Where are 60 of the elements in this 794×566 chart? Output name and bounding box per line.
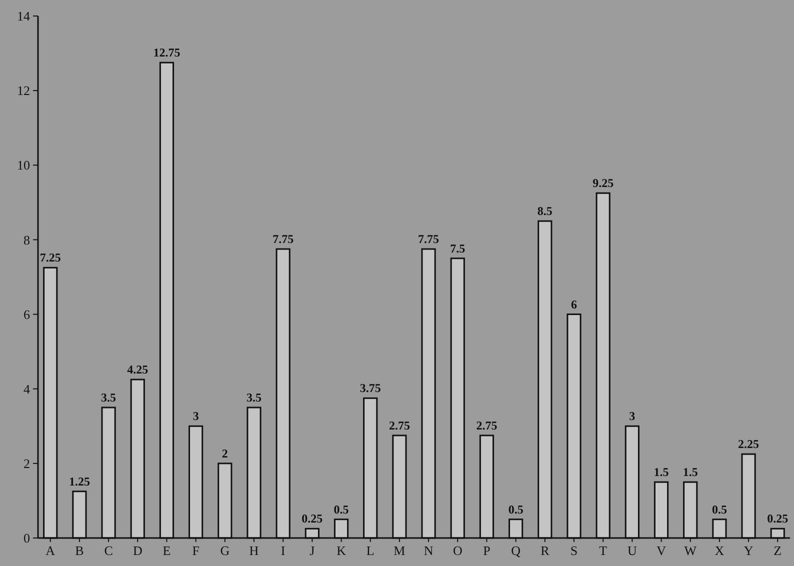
y-tick-label: 0 [24, 530, 30, 546]
data-label: 7.75 [418, 232, 440, 246]
data-label: 2.75 [476, 418, 498, 432]
x-tick-label: H [249, 543, 259, 558]
data-label: 3.75 [360, 381, 381, 396]
x-tick-label: E [162, 543, 171, 558]
x-tick-label: G [220, 543, 230, 558]
x-tick-label: Q [511, 543, 522, 558]
x-tick-label: O [452, 543, 462, 558]
x-tick-label: C [104, 543, 113, 558]
y-tick-label: 10 [17, 158, 30, 173]
data-label: 2 [222, 446, 228, 460]
x-tick-label: F [192, 543, 200, 558]
y-tick-label: 12 [17, 83, 30, 98]
y-tick-label: 8 [24, 232, 30, 248]
x-tick-label: P [483, 543, 490, 558]
data-label: 6 [571, 297, 577, 312]
x-tick-label: I [280, 543, 286, 558]
x-tick-label: S [570, 543, 578, 558]
data-label: 3 [629, 409, 636, 424]
x-tick-label: B [75, 543, 84, 558]
data-label: 7.25 [40, 250, 61, 265]
x-tick-label: D [132, 543, 142, 558]
x-tick-label: N [424, 543, 434, 558]
data-label: 12.75 [153, 46, 180, 60]
data-label: 3.5 [101, 390, 116, 404]
data-label: 1.25 [68, 474, 90, 488]
data-label: 2.25 [738, 437, 760, 452]
data-label: 4.25 [127, 362, 148, 377]
x-tick-label: Z [774, 543, 782, 558]
x-tick-label: A [46, 543, 56, 558]
x-tick-label: J [310, 543, 315, 558]
data-label: 2.75 [388, 418, 410, 432]
data-label: 1.5 [682, 465, 698, 480]
x-tick-label: X [714, 543, 725, 558]
data-label: 0.5 [712, 502, 727, 516]
data-label: 3 [192, 409, 199, 424]
data-label: 7.75 [272, 232, 294, 246]
x-tick-label: M [394, 543, 406, 558]
data-label: 0.5 [508, 502, 524, 516]
x-tick-label: Y [744, 543, 754, 558]
y-tick-label: 6 [24, 306, 30, 322]
y-tick-label: 2 [24, 456, 30, 471]
y-tick-label: 4 [24, 381, 30, 396]
x-tick-label: W [684, 543, 698, 558]
data-label: 8.5 [537, 204, 552, 218]
x-tick-label: U [627, 543, 638, 558]
data-label: 7.5 [450, 241, 466, 256]
y-tick-label: 14 [17, 8, 30, 24]
data-label: 3.5 [246, 390, 262, 404]
x-tick-label: V [656, 543, 667, 558]
x-tick-label: T [599, 543, 608, 558]
data-label: 0.5 [334, 502, 349, 516]
x-tick-label: R [540, 543, 550, 558]
x-tick-label: K [336, 543, 347, 558]
data-label: 0.25 [767, 512, 788, 526]
data-label: 9.25 [592, 176, 614, 190]
data-label: 0.25 [302, 512, 323, 526]
x-tick-label: L [366, 543, 374, 558]
data-label: 1.5 [654, 465, 669, 480]
